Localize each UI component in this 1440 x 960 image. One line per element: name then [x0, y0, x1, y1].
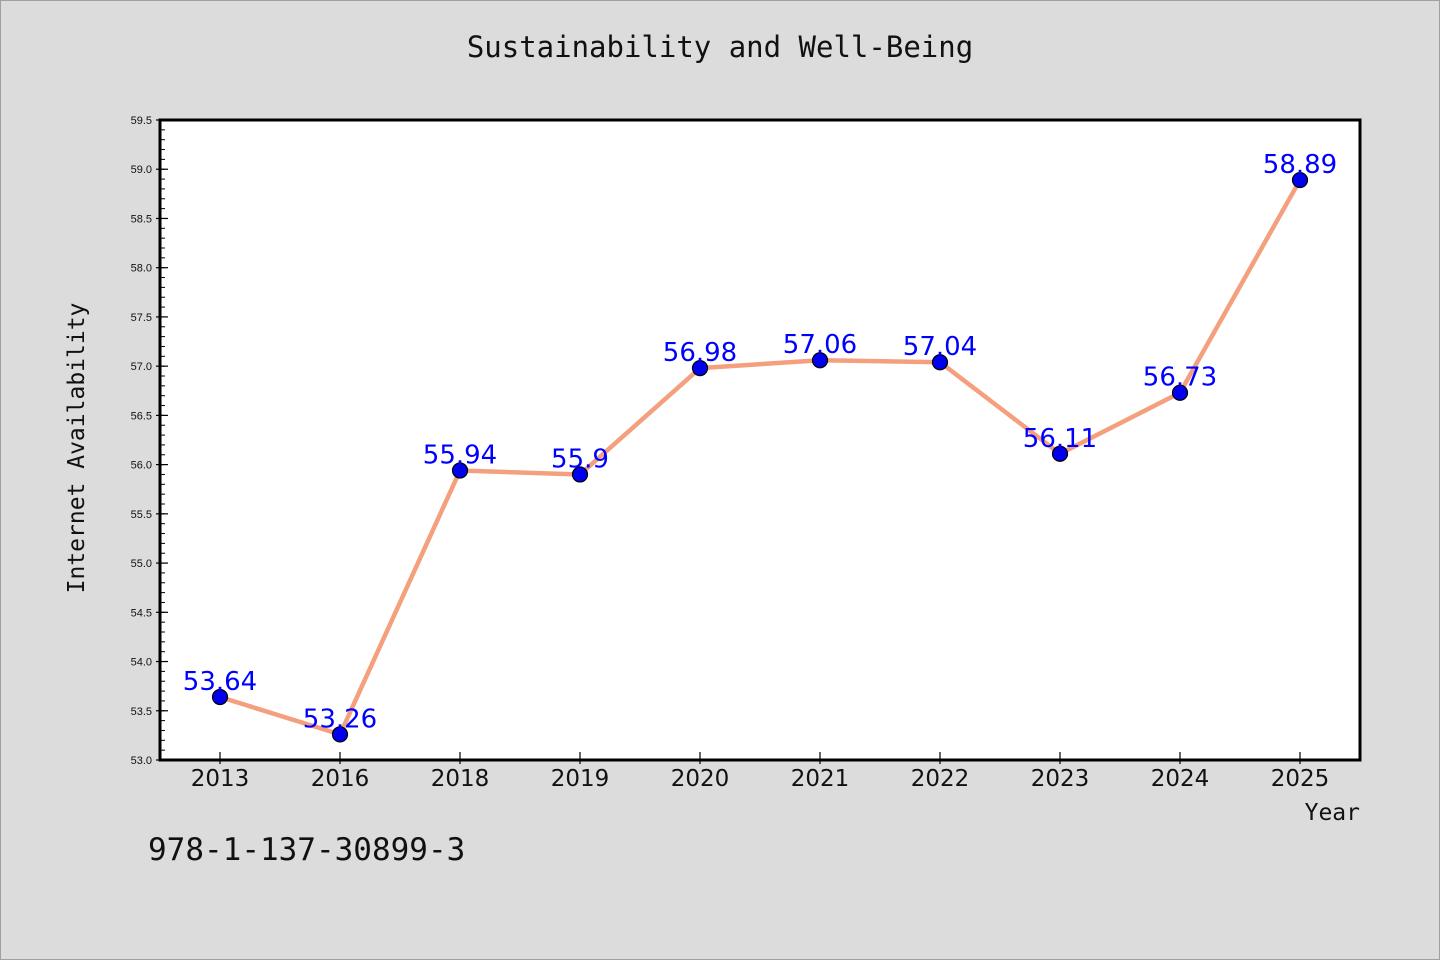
x-tick-label: 2022 [911, 766, 970, 792]
data-label: 56.73 [1143, 363, 1217, 393]
data-label: 53.64 [183, 667, 257, 697]
y-tick-label: 53.5 [131, 706, 152, 718]
data-point [331, 726, 349, 743]
y-axis-ticks: 53.0 53.5 54.0 54.5 55.0 55.5 56.0 56.5 57.0 57.5… [131, 115, 168, 767]
x-tick-label: 2021 [791, 766, 850, 792]
x-tick-label: 2025 [1271, 766, 1330, 792]
data-point [451, 462, 469, 479]
y-axis-label: Internet Availability [64, 303, 90, 594]
data-label: 57.04 [903, 332, 977, 362]
x-tick-label: 2013 [191, 766, 250, 792]
y-tick-label: 58.0 [131, 263, 152, 275]
y-tick-label: 56.5 [131, 410, 152, 422]
y-tick-label: 59.0 [131, 164, 152, 176]
plot-border [158, 118, 1362, 762]
data-label: 58.89 [1263, 150, 1337, 180]
data-label: 57.06 [783, 330, 857, 360]
data-label: 56.11 [1023, 424, 1097, 454]
y-tick-label: 57.0 [131, 361, 152, 373]
series-line [219, 178, 1302, 737]
plot-area [160, 120, 1360, 760]
y-tick-label: 53.0 [131, 755, 152, 767]
x-tick-label: 2024 [1151, 766, 1210, 792]
y-tick-label: 59.5 [131, 115, 152, 127]
data-point [1291, 171, 1309, 189]
data-point [691, 360, 709, 377]
x-axis-ticks: 2013 2016 2018 2019 2020 2021 2022 2023 2024 2025 [191, 752, 1330, 792]
data-point [1051, 445, 1069, 462]
x-tick-label: 2023 [1031, 766, 1090, 792]
y-tick-label: 58.5 [131, 213, 152, 225]
data-point [931, 354, 949, 371]
x-tick-label: 2019 [551, 766, 610, 792]
y-tick-label: 56.0 [131, 460, 152, 472]
chart-title: Sustainability and Well-Being [466, 30, 974, 64]
data-label: 55.9 [551, 444, 609, 474]
x-tick-label: 2018 [431, 766, 490, 792]
data-point [811, 352, 829, 369]
data-point [211, 688, 229, 706]
y-tick-label: 54.5 [131, 607, 152, 619]
y-tick-label: 55.5 [131, 509, 152, 521]
x-axis-label: Year [1305, 800, 1360, 826]
data-label: 53.26 [303, 704, 377, 734]
x-tick-label: 2016 [311, 766, 370, 792]
data-point [571, 466, 589, 483]
y-tick-label: 55.0 [131, 558, 152, 570]
x-tick-label: 2020 [671, 766, 730, 792]
data-label: 56.98 [663, 338, 737, 368]
footer-code: 978-1-137-30899-3 [148, 832, 466, 868]
data-label: 55.94 [423, 441, 497, 471]
series-layer: 53.64 53.26 55.94 55.9 56.98 57.06 57.04 56.11 5… [183, 150, 1337, 743]
data-point [1171, 384, 1189, 401]
y-tick-label: 54.0 [131, 657, 152, 669]
y-tick-label: 57.5 [131, 312, 152, 324]
